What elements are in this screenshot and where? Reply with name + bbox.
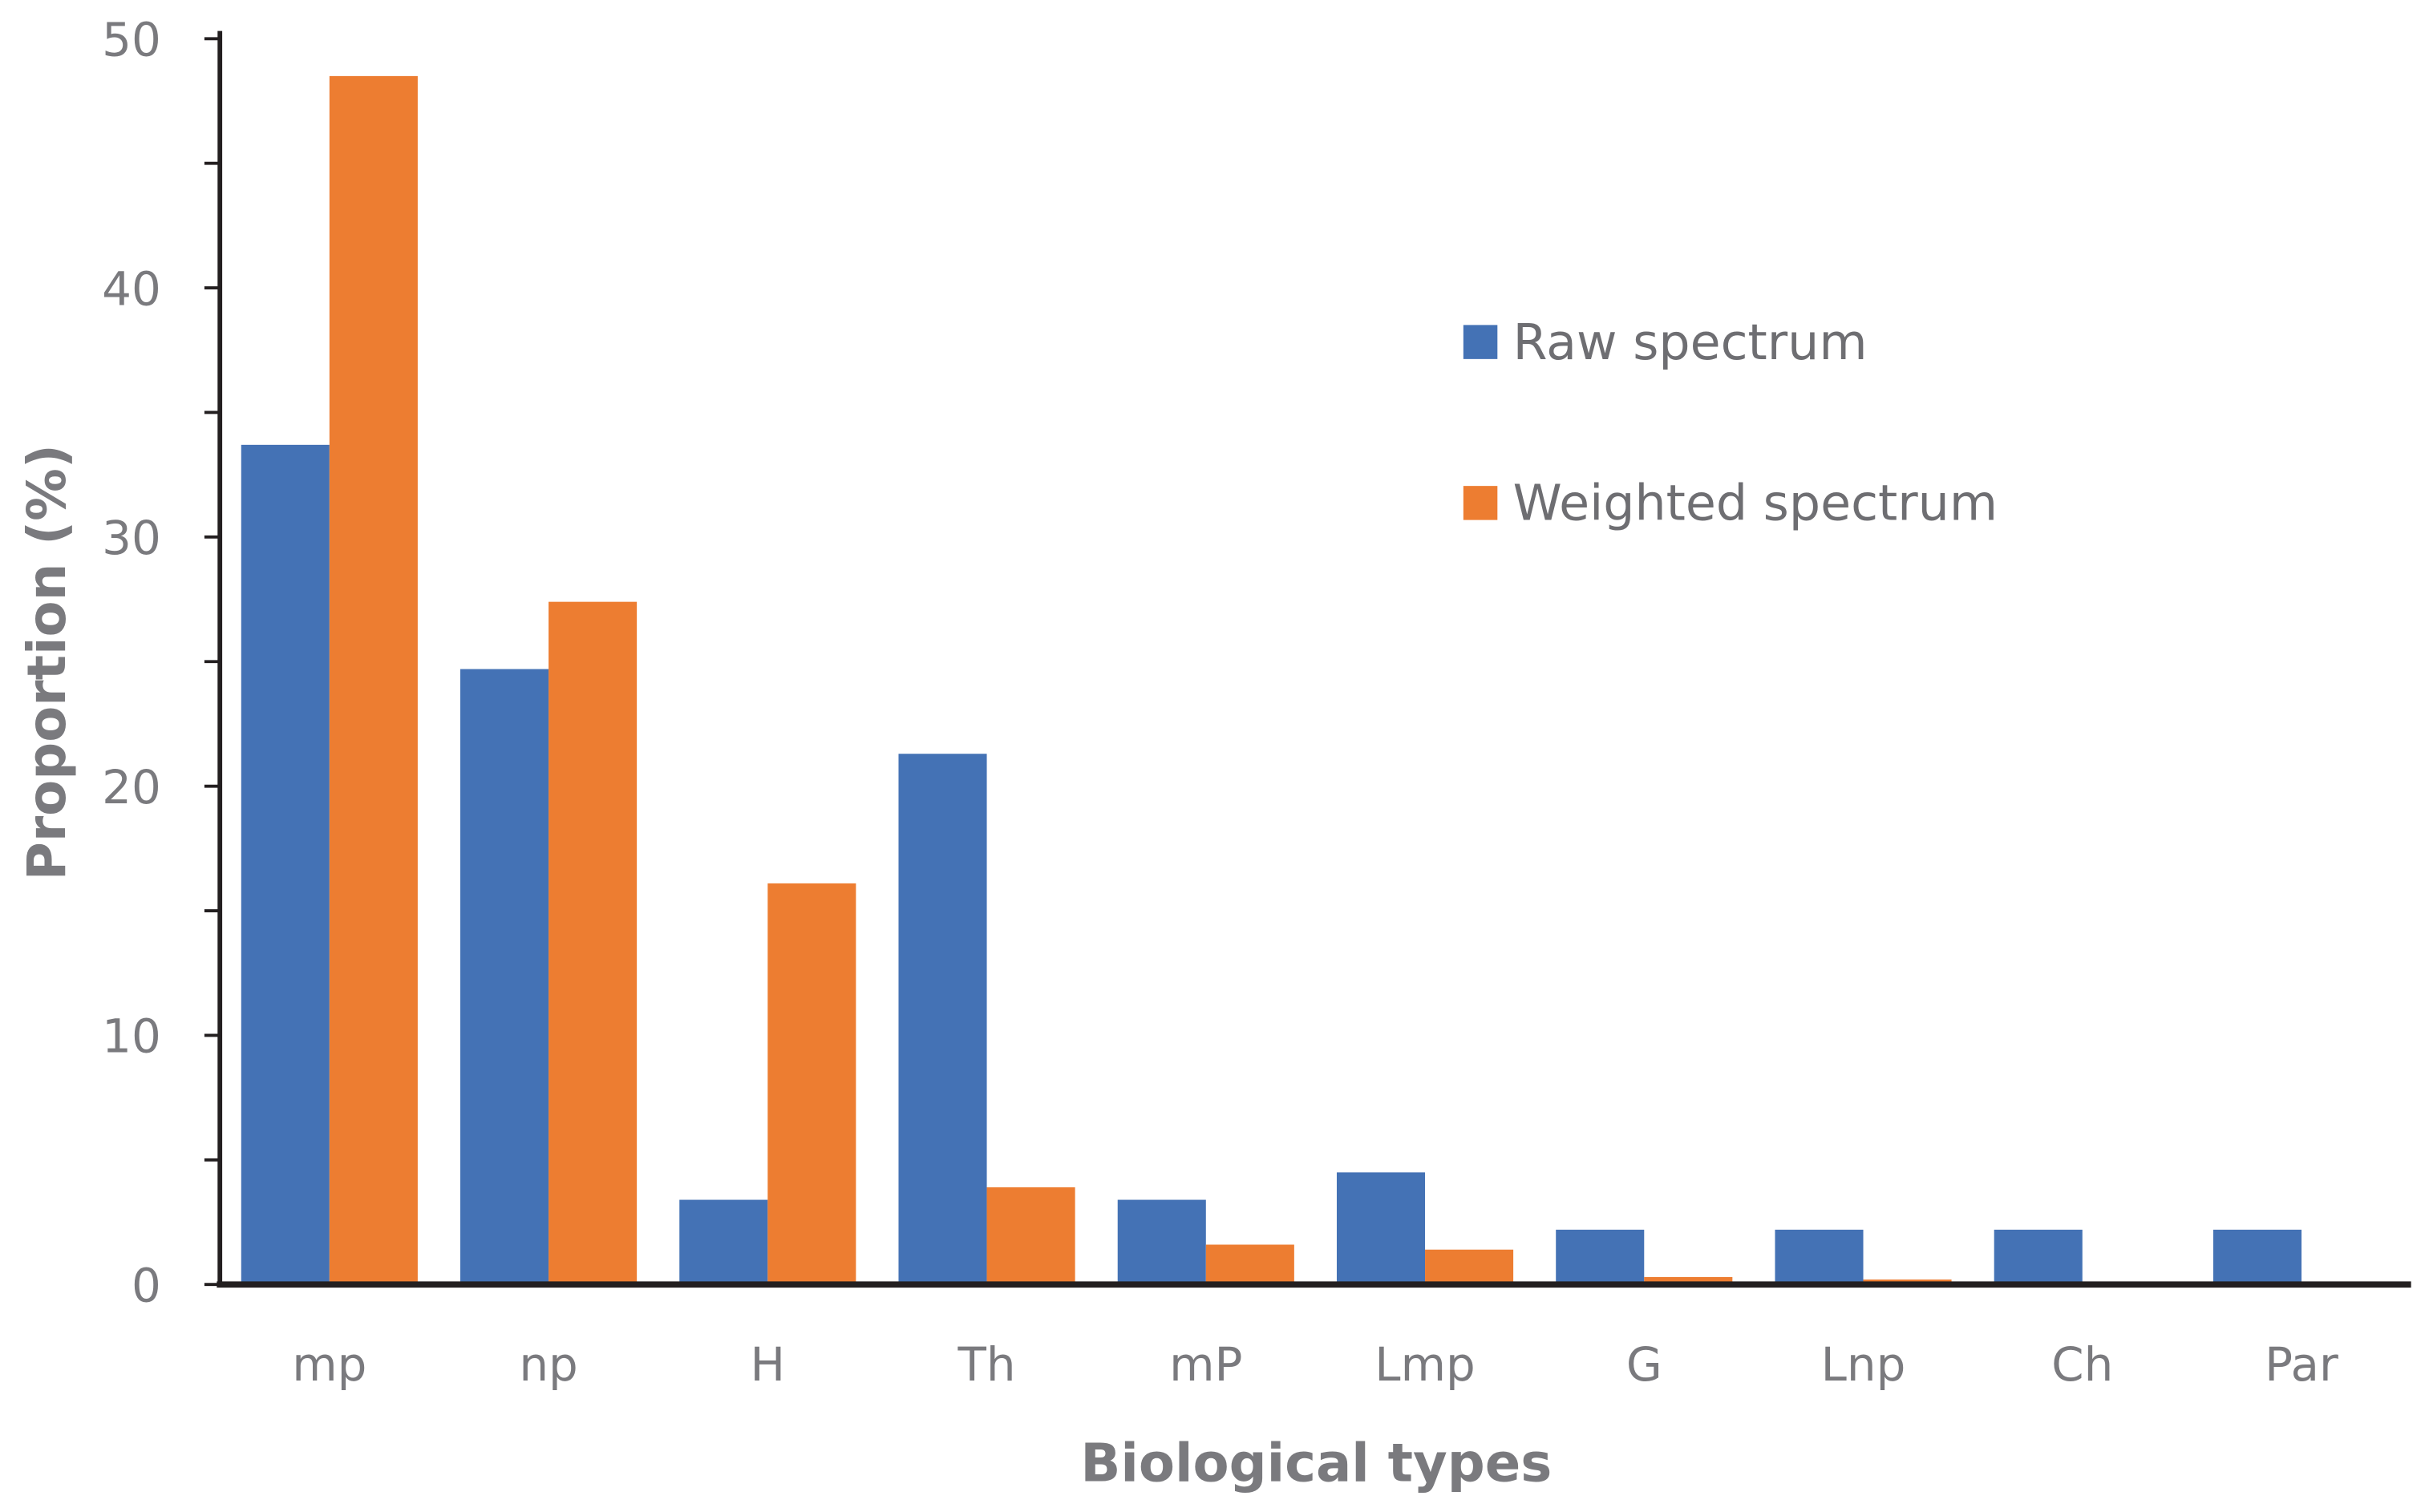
x-tick-label: Lmp <box>1374 1337 1475 1392</box>
bar-raw-mP <box>1117 1199 1206 1285</box>
bar-weighted-Th <box>986 1187 1075 1285</box>
legend-label-weighted: Weighted spectrum <box>1513 475 1998 532</box>
x-tick-label: Lnp <box>1821 1337 1906 1392</box>
bar-weighted-G <box>1644 1276 1733 1285</box>
bar-raw-G <box>1556 1229 1645 1285</box>
bar-raw-Ch <box>1994 1229 2083 1285</box>
y-tick-label: 10 <box>102 1009 161 1064</box>
bar-raw-np <box>460 669 549 1285</box>
y-tick-labels: 0 10 20 30 40 50 <box>102 13 161 1313</box>
x-tick-label: mP <box>1169 1337 1242 1392</box>
x-tick-label: mp <box>292 1337 366 1392</box>
legend: Raw spectrum Weighted spectrum <box>1463 313 1998 532</box>
y-tick-label: 0 <box>132 1258 161 1312</box>
y-tick-label: 30 <box>102 511 161 565</box>
bar-weighted-mp <box>329 75 418 1285</box>
bar-raw-Lnp <box>1775 1229 1864 1285</box>
legend-swatch-weighted <box>1463 486 1498 520</box>
legend-label-raw: Raw spectrum <box>1513 313 1868 371</box>
y-tick-label: 50 <box>102 13 161 67</box>
x-tick-labels: mp np H Th mP Lmp G Lnp Ch Par <box>292 1337 2338 1392</box>
x-tick-label: H <box>751 1337 786 1392</box>
x-tick-label: Th <box>957 1337 1016 1392</box>
x-axis-title: Biological types <box>1080 1433 1552 1494</box>
x-tick-label: np <box>519 1337 577 1392</box>
bars-group <box>241 75 2391 1285</box>
bar-weighted-mP <box>1205 1244 1294 1285</box>
axes-group <box>204 30 2411 1288</box>
bar-weighted-np <box>549 601 638 1285</box>
y-tick-label: 40 <box>102 261 161 316</box>
y-tick-label: 20 <box>102 760 161 815</box>
bar-raw-Par <box>2212 1229 2302 1285</box>
bar-weighted-H <box>767 883 856 1285</box>
bar-raw-mp <box>241 444 330 1285</box>
x-tick-label: G <box>1626 1337 1662 1392</box>
y-axis-title: Proportion (%) <box>17 444 78 880</box>
legend-swatch-raw <box>1463 325 1498 359</box>
bar-raw-H <box>679 1199 768 1285</box>
bar-weighted-Lmp <box>1425 1249 1514 1285</box>
x-tick-label: Ch <box>2051 1337 2113 1392</box>
bar-raw-Th <box>898 754 987 1285</box>
bar-raw-Lmp <box>1336 1172 1426 1285</box>
x-tick-label: Par <box>2265 1337 2338 1392</box>
